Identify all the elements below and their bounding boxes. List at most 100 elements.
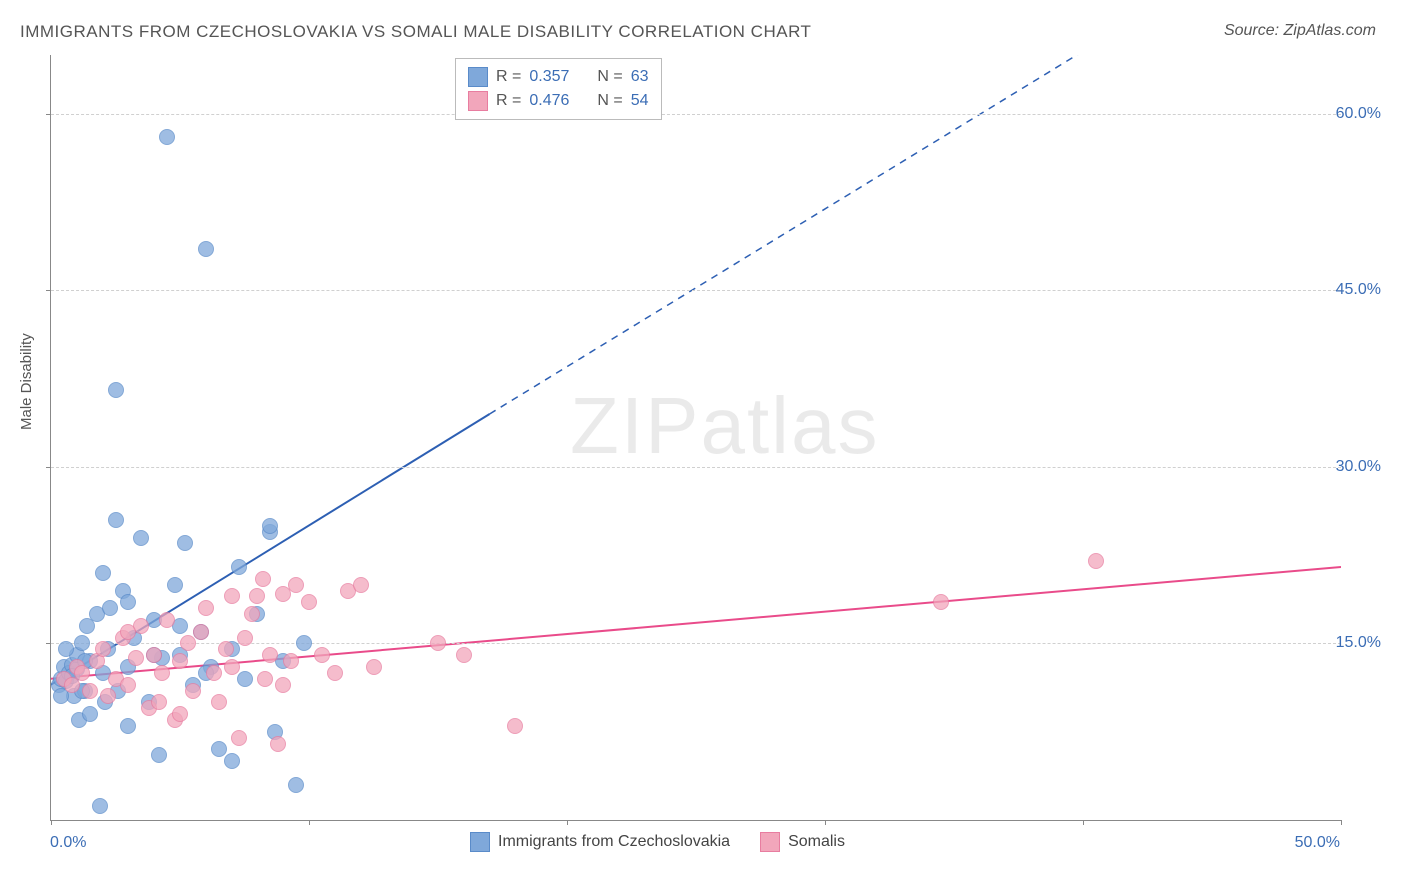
data-point xyxy=(120,624,136,640)
y-tick-label: 45.0% xyxy=(1336,281,1381,299)
legend-swatch xyxy=(760,832,780,852)
legend-item: Immigrants from Czechoslovakia xyxy=(470,832,730,852)
data-point xyxy=(270,736,286,752)
data-point xyxy=(206,665,222,681)
data-point xyxy=(120,718,136,734)
data-point xyxy=(255,571,271,587)
data-point xyxy=(154,665,170,681)
data-point xyxy=(314,647,330,663)
data-point xyxy=(456,647,472,663)
y-tick-label: 15.0% xyxy=(1336,634,1381,652)
data-point xyxy=(218,641,234,657)
data-point xyxy=(224,753,240,769)
data-point xyxy=(224,659,240,675)
r-label: R = xyxy=(496,92,521,110)
y-tick-mark xyxy=(46,643,51,644)
data-point xyxy=(185,683,201,699)
x-tick-mark xyxy=(825,820,826,825)
r-value: 0.357 xyxy=(529,68,569,86)
legend-swatch xyxy=(470,832,490,852)
y-tick-mark xyxy=(46,114,51,115)
data-point xyxy=(198,600,214,616)
data-point xyxy=(193,624,209,640)
n-label: N = xyxy=(597,68,622,86)
data-point xyxy=(177,535,193,551)
data-point xyxy=(120,677,136,693)
x-tick-mark xyxy=(309,820,310,825)
chart-title: IMMIGRANTS FROM CZECHOSLOVAKIA VS SOMALI… xyxy=(20,22,811,42)
data-point xyxy=(283,653,299,669)
data-point xyxy=(159,612,175,628)
x-tick-mark xyxy=(1341,820,1342,825)
data-point xyxy=(262,518,278,534)
trend-lines-layer xyxy=(51,55,1341,820)
data-point xyxy=(275,677,291,693)
data-point xyxy=(353,577,369,593)
data-point xyxy=(159,129,175,145)
data-point xyxy=(167,577,183,593)
data-point xyxy=(95,641,111,657)
stats-legend-box: R = 0.357 N = 63 R = 0.476 N = 54 xyxy=(455,58,662,120)
gridline-h xyxy=(51,114,1341,115)
data-point xyxy=(366,659,382,675)
y-axis-label: Male Disability xyxy=(18,333,35,430)
data-point xyxy=(1088,553,1104,569)
data-point xyxy=(74,665,90,681)
trend-line xyxy=(51,567,1341,679)
n-value: 63 xyxy=(631,68,649,86)
x-tick-mark xyxy=(1083,820,1084,825)
data-point xyxy=(262,647,278,663)
data-point xyxy=(231,730,247,746)
legend-item: Somalis xyxy=(760,832,845,852)
legend-label: Somalis xyxy=(788,833,845,851)
data-point xyxy=(172,706,188,722)
data-point xyxy=(244,606,260,622)
data-point xyxy=(211,741,227,757)
stats-row: R = 0.476 N = 54 xyxy=(468,89,649,113)
data-point xyxy=(211,694,227,710)
data-point xyxy=(146,647,162,663)
data-point xyxy=(108,512,124,528)
data-point xyxy=(108,382,124,398)
x-tick-label: 50.0% xyxy=(1295,834,1340,852)
data-point xyxy=(327,665,343,681)
data-point xyxy=(172,653,188,669)
data-point xyxy=(249,588,265,604)
data-point xyxy=(151,694,167,710)
y-tick-label: 30.0% xyxy=(1336,458,1381,476)
data-point xyxy=(133,530,149,546)
data-point xyxy=(100,688,116,704)
series-legend: Immigrants from Czechoslovakia Somalis xyxy=(470,832,845,852)
gridline-h xyxy=(51,467,1341,468)
y-tick-mark xyxy=(46,467,51,468)
data-point xyxy=(58,641,74,657)
data-point xyxy=(82,706,98,722)
data-point xyxy=(102,600,118,616)
data-point xyxy=(231,559,247,575)
data-point xyxy=(933,594,949,610)
gridline-h xyxy=(51,290,1341,291)
data-point xyxy=(288,777,304,793)
data-point xyxy=(95,565,111,581)
data-point xyxy=(92,798,108,814)
data-point xyxy=(82,683,98,699)
data-point xyxy=(430,635,446,651)
legend-label: Immigrants from Czechoslovakia xyxy=(498,833,730,851)
x-tick-mark xyxy=(51,820,52,825)
legend-swatch xyxy=(468,67,488,87)
data-point xyxy=(237,671,253,687)
n-value: 54 xyxy=(631,92,649,110)
legend-swatch xyxy=(468,91,488,111)
r-value: 0.476 xyxy=(529,92,569,110)
data-point xyxy=(257,671,273,687)
data-point xyxy=(275,586,291,602)
data-point xyxy=(128,650,144,666)
data-point xyxy=(120,594,136,610)
data-point xyxy=(74,635,90,651)
n-label: N = xyxy=(597,92,622,110)
x-tick-label: 0.0% xyxy=(50,834,86,852)
y-tick-label: 60.0% xyxy=(1336,105,1381,123)
data-point xyxy=(224,588,240,604)
y-tick-mark xyxy=(46,290,51,291)
data-point xyxy=(507,718,523,734)
